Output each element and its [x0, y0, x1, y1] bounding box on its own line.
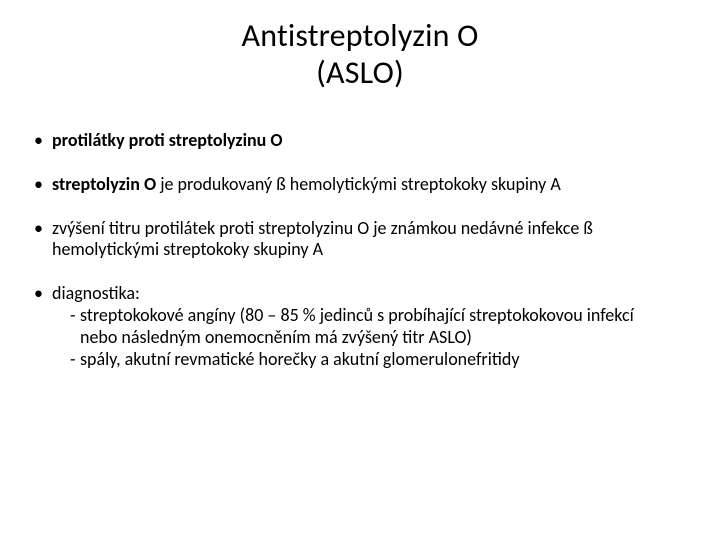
bullet-text: je produkovaný ß hemolytickými streptoko… [156, 173, 561, 195]
bullet-item: diagnostika: streptokokové angíny (80 – … [30, 283, 692, 371]
bullet-item: zvýšení titru protilátek proti streptoly… [30, 218, 692, 262]
title-line-2: (ASLO) [148, 55, 572, 92]
slide-title: Antistreptolyzin O (ASLO) [28, 18, 692, 92]
bullet-text: diagnostika: [52, 282, 140, 304]
sub-item: spály, akutní revmatické horečky a akutn… [70, 349, 692, 371]
sub-item: streptokokové angíny (80 – 85 % jedinců … [70, 305, 692, 327]
slide: Antistreptolyzin O (ASLO) protilátky pro… [0, 0, 720, 540]
title-line-1: Antistreptolyzin O [148, 18, 572, 55]
bullet-item: protilátky proti streptolyzinu O [30, 130, 692, 152]
bullet-bold: protilátky proti streptolyzinu O [52, 129, 283, 151]
bullet-bold: streptolyzin O [52, 173, 156, 195]
bullet-text: zvýšení titru protilátek proti streptoly… [52, 217, 593, 261]
bullet-item: streptolyzin O je produkovaný ß hemolyti… [30, 174, 692, 196]
sub-list: streptokokové angíny (80 – 85 % jedinců … [52, 305, 692, 371]
bullet-list: protilátky proti streptolyzinu O strepto… [28, 130, 692, 372]
sub-item-continuation: nebo následným onemocněním má zvýšený ti… [70, 327, 692, 349]
